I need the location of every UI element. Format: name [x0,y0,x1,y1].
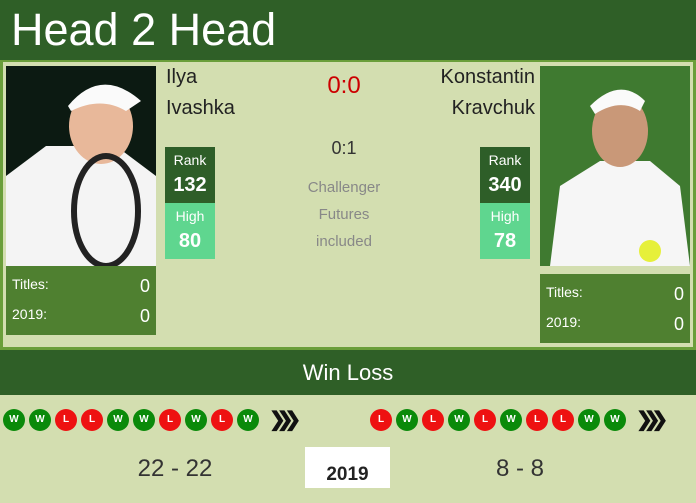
h2h-note-1: Challenger [307,179,381,196]
titles-value: 0 [673,284,684,304]
year-tab[interactable]: 2019 [305,447,390,488]
match-result-loss[interactable]: L [526,408,548,431]
h2h-secondary-score: 0:1 [331,138,357,158]
high-label: High [490,208,520,224]
high-label: High [175,208,205,224]
header: Head 2 Head [0,0,696,60]
match-result-win[interactable]: W [107,408,129,431]
player1-record: 22 - 22 [137,455,213,482]
match-result-loss[interactable]: L [474,408,496,431]
match-result-loss[interactable]: L [211,408,233,431]
h2h-note-2: Futures [318,206,370,223]
match-result-win[interactable]: W [185,408,207,431]
rank-label: Rank [488,152,522,168]
match-result-loss[interactable]: L [552,408,574,431]
rank-value: 132 [173,174,207,196]
match-result-loss[interactable]: L [55,408,77,431]
high-value: 78 [493,230,517,252]
match-result-win[interactable]: W [500,408,522,431]
match-result-loss[interactable]: L [370,408,392,431]
player2-name[interactable]: Konstantin Kravchuk [440,66,535,119]
titles-label: Titles: [12,276,49,292]
h2h-score: 0:0 [327,72,361,99]
match-result-win[interactable]: W [448,408,470,431]
year-label: 2019: [546,314,582,330]
match-result-win[interactable]: W [29,408,51,431]
match-result-win[interactable]: W [133,408,155,431]
match-result-win[interactable]: W [604,408,626,431]
year-label: 2019: [12,306,48,322]
page-title: Head 2 Head [11,4,277,55]
match-result-loss[interactable]: L [81,408,103,431]
match-result-win[interactable]: W [237,408,259,431]
player2-photo [540,66,690,266]
match-result-win[interactable]: W [3,408,25,431]
player1-form: W W L L W W L W L W ❯❯❯ [3,407,301,432]
player1-photo [6,66,156,266]
more-results-arrow-icon[interactable]: ❯❯❯ [269,409,301,431]
match-result-win[interactable]: W [578,408,600,431]
rank-value: 340 [488,174,522,196]
player2-form: L W L W L W L L W W ❯❯❯ [370,407,668,432]
match-result-win[interactable]: W [396,408,418,431]
player1-stats: Titles: 0 2019: 0 [6,266,156,335]
year-titles-value: 0 [139,306,150,326]
player2-stats: Titles: 0 2019: 0 [540,274,690,343]
high-value: 80 [178,230,202,252]
player2-record: 8 - 8 [495,455,545,482]
match-result-loss[interactable]: L [159,408,181,431]
player1-rank-box: Rank 132 High 80 [165,147,215,259]
h2h-note-3: included [316,233,372,250]
titles-label: Titles: [546,284,583,300]
year-titles-value: 0 [673,314,684,334]
win-loss-heading: Win Loss [0,350,696,395]
player1-name[interactable]: Ilya Ivashka [166,66,235,119]
player2-rank-box: Rank 340 High 78 [480,147,530,259]
rank-label: Rank [173,152,207,168]
match-result-loss[interactable]: L [422,408,444,431]
more-results-arrow-icon[interactable]: ❯❯❯ [636,409,668,431]
titles-value: 0 [139,276,150,296]
